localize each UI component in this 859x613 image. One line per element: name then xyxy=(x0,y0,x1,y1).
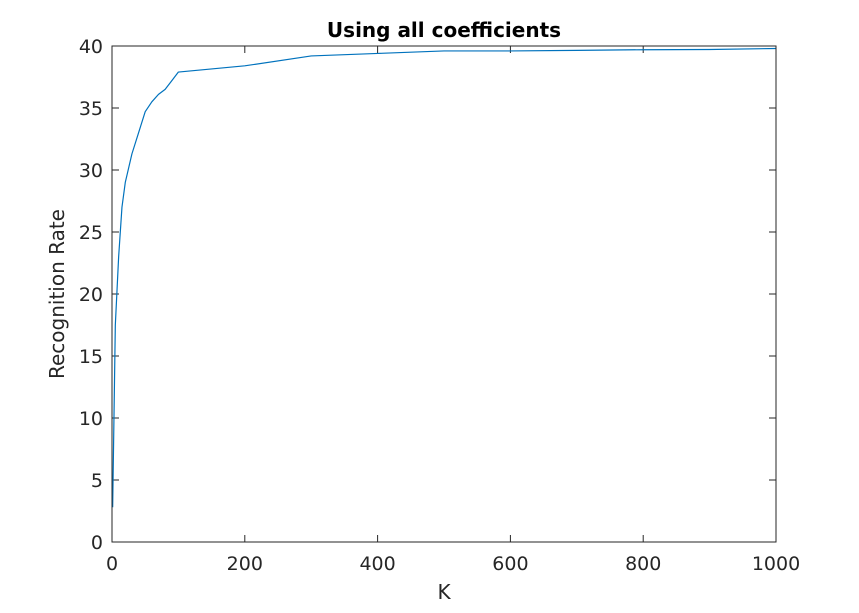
chart-title: Using all coefficients xyxy=(327,18,561,42)
y-tick-label: 25 xyxy=(79,222,103,244)
x-tick-label: 600 xyxy=(492,553,528,575)
axes-box xyxy=(111,45,777,543)
y-tick-label: 35 xyxy=(79,98,103,120)
plot-area xyxy=(112,46,776,542)
x-axis-label: K xyxy=(437,580,451,604)
series-line xyxy=(112,47,777,508)
y-tick-label: 5 xyxy=(91,470,103,492)
x-tick-label: 0 xyxy=(106,553,118,575)
y-tick-label: 20 xyxy=(79,284,103,306)
x-tick-label: 800 xyxy=(625,553,661,575)
y-tick-label: 40 xyxy=(79,36,103,58)
y-tick-label: 10 xyxy=(79,408,103,430)
y-tick-label: 30 xyxy=(79,160,103,182)
y-tick-label: 15 xyxy=(79,346,103,368)
y-tick-label: 0 xyxy=(91,532,103,554)
x-tick-label: 200 xyxy=(227,553,263,575)
y-axis-label: Recognition Rate xyxy=(45,209,69,379)
x-tick-label: 400 xyxy=(359,553,395,575)
x-tick-label: 1000 xyxy=(752,553,800,575)
